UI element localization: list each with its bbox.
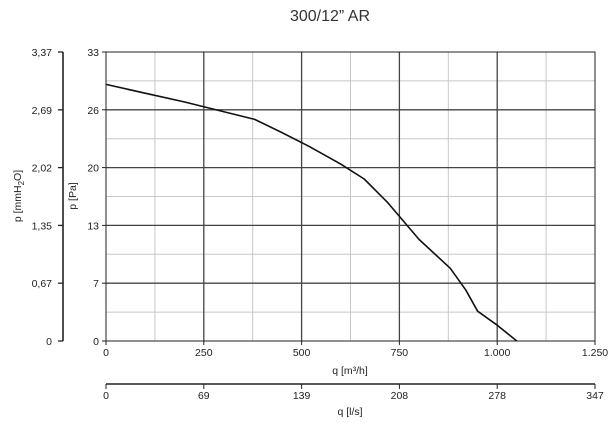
x2-tick-label: 208 — [391, 390, 409, 402]
x-tick-label: 1.250 — [582, 347, 608, 359]
y-tick-label: 26 — [87, 105, 99, 117]
x-tick-label: 500 — [293, 347, 311, 359]
x-axis-ticks: 0 250 500 750 1.000 1.250 — [103, 341, 608, 359]
y2-tick-label: 0,67 — [32, 278, 53, 290]
x2-tick-label: 139 — [293, 390, 311, 402]
x-tick-label: 750 — [391, 347, 409, 359]
x2-axis-ticks: 0 69 139 208 278 347 — [103, 384, 604, 402]
y2-tick-label: 0 — [46, 336, 52, 348]
x2-tick-label: 0 — [103, 390, 109, 402]
y-tick-label: 13 — [87, 220, 99, 232]
x-tick-label: 250 — [195, 347, 213, 359]
y-tick-label: 20 — [87, 163, 99, 175]
x2-tick-label: 347 — [586, 390, 604, 402]
major-grid — [106, 52, 595, 341]
y-tick-label: 0 — [93, 336, 99, 348]
x2-axis-label: q [l/s] — [337, 406, 362, 418]
y-tick-label: 7 — [93, 278, 99, 290]
x-axis-label: q [m³/h] — [332, 365, 368, 377]
y2-tick-label: 1,35 — [32, 220, 53, 232]
x2-tick-label: 278 — [488, 390, 506, 402]
x-tick-label: 0 — [103, 347, 109, 359]
x2-tick-label: 69 — [198, 390, 210, 402]
y2-tick-label: 2,69 — [32, 105, 53, 117]
y2-axis-ticks: 0 0,67 1,35 2,02 2,69 3,37 — [32, 47, 63, 348]
y-axis-label: p [Pa] — [67, 182, 79, 210]
minor-grid — [106, 52, 595, 341]
chart-title: 300/12” AR — [290, 8, 370, 25]
y-tick-label: 33 — [87, 47, 99, 59]
plot-frame — [105, 51, 596, 342]
y-axis-ticks: 0 7 13 20 26 33 — [87, 47, 106, 348]
y2-tick-label: 3,37 — [32, 47, 53, 59]
y2-axis-label: p [mmH2O] — [12, 170, 26, 222]
y2-tick-label: 2,02 — [32, 163, 53, 175]
pressure-curve-line — [105, 83, 518, 342]
x-tick-label: 1.000 — [484, 347, 510, 359]
